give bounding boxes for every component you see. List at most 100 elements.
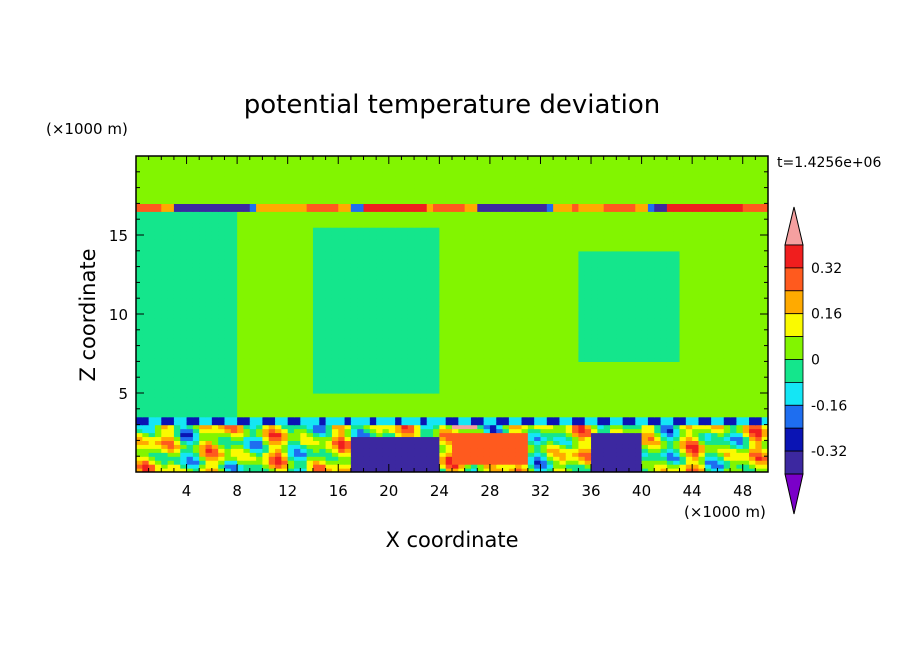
contour-cell [464,444,472,449]
contour-cell [445,373,453,378]
contour-cell [584,361,592,366]
contour-cell [610,317,617,323]
contour-cell [761,329,768,335]
contour-cell [344,298,352,303]
contour-cell [420,329,428,335]
contour-cell [679,464,687,469]
contour-cell [622,464,630,469]
contour-cell [237,329,245,335]
contour-cell [736,396,744,402]
contour-cell [136,314,143,319]
contour-cell [369,460,377,465]
contour-cell [136,393,143,398]
contour-cell [407,361,415,366]
contour-cell [527,317,535,323]
contour-cell [540,389,548,394]
contour-cell [376,444,384,449]
contour-cell [685,381,693,386]
contour-cell [470,365,478,370]
contour-cell [654,444,662,449]
contour-cell [458,286,466,291]
contour-cell [717,444,725,449]
contour-cell [755,420,763,426]
contour-cell [319,464,327,469]
contour-cell [395,377,403,382]
contour-cell [180,361,188,366]
contour-cell [464,393,472,398]
contour-cell [136,333,143,339]
contour-cell [325,404,333,410]
contour-cell [243,460,251,465]
contour-cell [527,424,535,430]
contour-cell [496,333,504,339]
contour-cell [414,420,421,426]
contour-cell [262,321,270,327]
contour-cell [199,274,207,280]
contour-cell [230,302,238,307]
contour-cell [414,333,421,339]
contour-cell [167,436,175,441]
contour-cell [224,274,232,280]
contour-cell [654,310,662,315]
contour-cell [730,396,737,402]
contour-cell [262,448,270,453]
contour-cell [546,404,554,410]
contour-cell [591,290,598,295]
contour-cell [660,306,668,311]
contour-cell [515,310,523,315]
contour-cell [742,306,750,311]
contour-cell [521,424,529,430]
contour-cell [407,341,415,347]
contour-cell [717,385,725,390]
contour-cell [211,420,219,426]
contour-cell [698,357,706,362]
contour-cell [300,381,308,386]
contour-cell [584,314,592,319]
contour-cell [173,452,181,457]
contour-cell [736,389,744,394]
contour-cell [382,325,390,331]
contour-cell [685,377,693,382]
contour-cell [300,428,308,434]
contour-cell [300,341,308,347]
contour-cell [350,393,358,398]
contour-cell [262,389,270,394]
contour-cell [483,404,491,410]
contour-cell [173,448,181,453]
contour-cell [483,377,491,382]
contour-cell [382,404,390,410]
contour-cell [256,302,263,307]
contour-cell [508,325,516,331]
contour-cell [730,416,737,422]
contour-cell [559,393,567,398]
contour-cell [357,412,365,418]
contour-cell [268,286,276,291]
contour-cell [546,412,554,418]
contour-cell [673,444,681,449]
contour-cell [730,440,737,445]
contour-cell [508,349,516,355]
contour-cell [622,373,630,378]
contour-cell [502,400,510,406]
contour-cell [502,274,510,280]
contour-cell [319,357,327,362]
contour-cell [211,278,219,283]
contour-cell [287,428,295,434]
contour-cell [730,317,737,323]
contour-cell [458,468,466,472]
contour-cell [635,302,643,307]
contour-cell [502,353,510,359]
contour-cell [325,298,333,303]
contour-cell [445,393,453,398]
contour-cell [243,428,251,434]
contour-cell [186,274,194,280]
contour-cell [230,460,238,465]
contour-cell [275,345,282,351]
contour-cell [268,468,276,472]
contour-cell [534,365,542,370]
contour-cell [161,408,169,414]
contour-cell [666,349,674,355]
contour-cell [641,369,649,374]
contour-cell [527,286,535,291]
contour-cell [192,460,200,465]
